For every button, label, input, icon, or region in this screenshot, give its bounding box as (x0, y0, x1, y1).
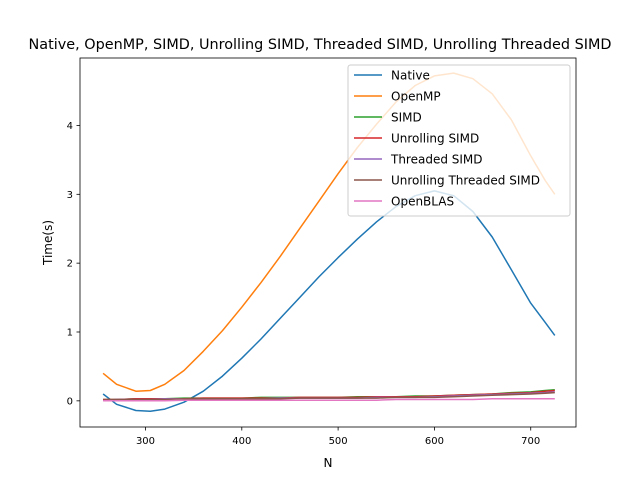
x-tick-label: 500 (329, 436, 348, 447)
y-axis-ticks: 0 1 2 3 4 (67, 121, 80, 407)
x-tick-label: 700 (521, 436, 540, 447)
series-line-6 (103, 391, 555, 401)
x-tick-label: 600 (425, 436, 444, 447)
legend-label: OpenMP (391, 90, 441, 104)
y-tick-label: 3 (67, 190, 73, 201)
y-tick-label: 2 (67, 259, 73, 270)
legend-label: SIMD (391, 111, 422, 125)
y-axis-label: Time(s) (41, 220, 55, 266)
chart-title: Native, OpenMP, SIMD, Unrolling SIMD, Th… (29, 37, 612, 53)
x-tick-label: 300 (136, 436, 155, 447)
legend-label: Threaded SIMD (390, 153, 483, 167)
series-line-7 (103, 398, 555, 402)
legend-label: Unrolling Threaded SIMD (391, 174, 540, 188)
x-axis-label: N (324, 456, 333, 470)
y-tick-label: 0 (67, 396, 73, 407)
legend-label: Native (391, 69, 430, 83)
y-tick-label: 4 (67, 121, 73, 132)
plot-area-frame (79, 57, 577, 428)
x-axis-ticks: 300 400 500 600 700 (136, 427, 540, 447)
y-tick-label: 1 (67, 327, 73, 338)
series-line-1 (102, 190, 556, 412)
legend-frame (347, 64, 571, 217)
x-tick-label: 400 (232, 436, 251, 447)
legend-label: OpenBLAS (391, 195, 454, 209)
series-lines (102, 72, 556, 412)
legend: Native OpenMP SIMD Unrolling SIMD Threaded S… (347, 64, 571, 217)
legend-label: Unrolling SIMD (391, 132, 479, 146)
